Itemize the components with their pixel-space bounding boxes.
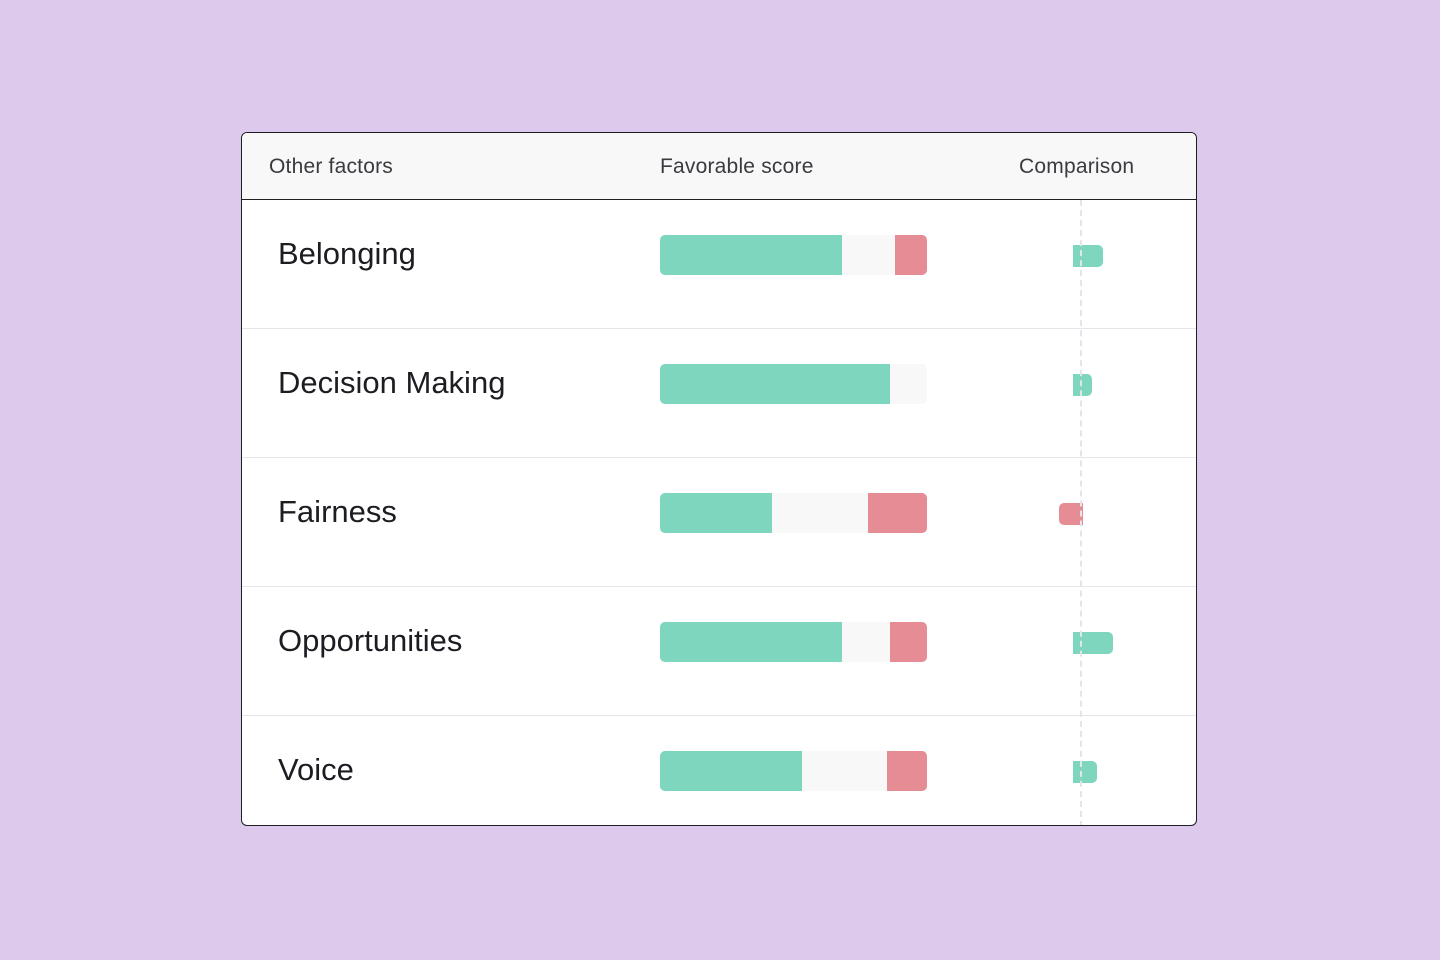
neutral-segment [772, 493, 869, 533]
comparison-positive-bar[interactable] [1073, 632, 1114, 654]
comparison-positive-bar[interactable] [1073, 374, 1092, 396]
favorable-score-bar[interactable] [660, 235, 927, 275]
header-other-factors: Other factors [269, 155, 393, 178]
comparison-negative-bar[interactable] [1059, 503, 1083, 525]
favorable-segment [660, 622, 842, 662]
table-row[interactable]: Fairness [242, 458, 1196, 587]
table-row[interactable]: Opportunities [242, 587, 1196, 716]
favorable-score-bar[interactable] [660, 493, 927, 533]
comparison-positive-bar[interactable] [1073, 245, 1103, 267]
table-row[interactable]: Decision Making [242, 329, 1196, 458]
table-row[interactable]: Voice [242, 716, 1196, 825]
favorable-segment [660, 493, 773, 533]
unfavorable-segment [868, 493, 927, 533]
factor-label: Voice [278, 752, 354, 787]
comparison-baseline [1080, 200, 1082, 825]
favorable-score-bar[interactable] [660, 364, 927, 404]
favorable-score-bar[interactable] [660, 622, 927, 662]
header-comparison: Comparison [1019, 155, 1135, 178]
table-row[interactable]: Belonging [242, 200, 1196, 329]
factor-label: Decision Making [278, 365, 506, 400]
neutral-segment [801, 751, 887, 791]
factor-label: Fairness [278, 494, 397, 529]
neutral-segment [889, 364, 927, 404]
header-favorable-score: Favorable score [660, 155, 814, 178]
favorable-segment [660, 751, 802, 791]
unfavorable-segment [889, 622, 927, 662]
factor-label: Opportunities [278, 623, 463, 658]
neutral-segment [841, 235, 895, 275]
comparison-positive-bar[interactable] [1073, 761, 1098, 783]
neutral-segment [841, 622, 890, 662]
favorable-segment [660, 235, 842, 275]
favorable-score-bar[interactable] [660, 751, 927, 791]
unfavorable-segment [894, 235, 927, 275]
table-header: Other factors Favorable score Comparison [242, 133, 1196, 200]
factor-label: Belonging [278, 236, 416, 271]
factors-table: Other factors Favorable score Comparison… [241, 132, 1197, 826]
favorable-segment [660, 364, 890, 404]
unfavorable-segment [886, 751, 927, 791]
